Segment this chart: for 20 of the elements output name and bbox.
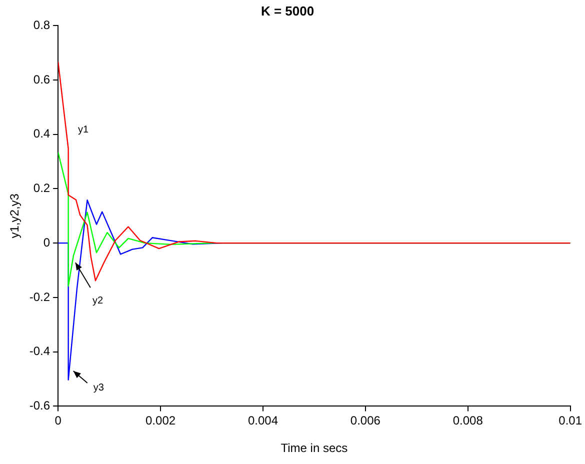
y-tick-label: 0.2 (33, 181, 50, 196)
x-tick-label: 0.004 (248, 414, 278, 428)
x-axis-title: Time in secs (280, 441, 348, 456)
y-tick-label: 0.8 (33, 18, 50, 32)
annotation: y3 (93, 382, 104, 394)
x-tick-label: 0.006 (350, 414, 381, 428)
x-tick-label: 0.01 (558, 414, 582, 428)
annotation: y2 (92, 295, 104, 306)
y-tick-label: -0.4 (29, 344, 50, 358)
x-tick-label: 0.008 (452, 414, 484, 428)
y-tick-label: 0.6 (33, 72, 50, 86)
x-tick-label: 0 (54, 414, 62, 428)
x-tick-label: 0.002 (146, 414, 176, 428)
y-tick-label: 0 (43, 235, 50, 250)
annotation: y1 (78, 124, 90, 136)
y-tick-label: -0.6 (29, 398, 50, 413)
y-axis-title: y1,y2,y3 (8, 193, 22, 238)
y-tick-label: -0.2 (29, 290, 50, 304)
y-tick-label: 0.4 (33, 126, 50, 141)
chart-title: K = 5000 (260, 3, 314, 18)
